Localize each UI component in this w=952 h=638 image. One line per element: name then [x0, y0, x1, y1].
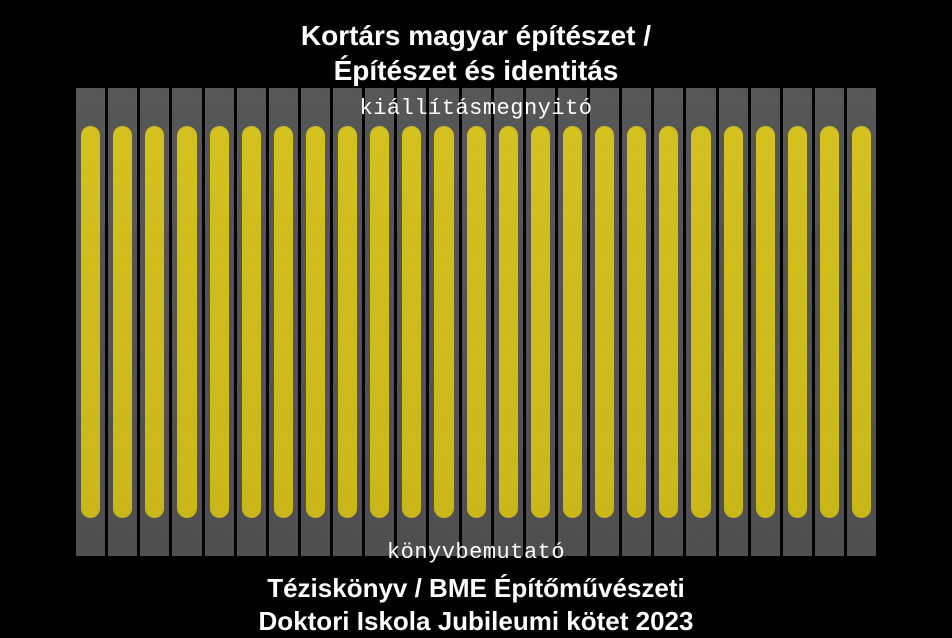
- book-spine: [751, 88, 780, 556]
- title-top: Kortárs magyar építészet / Építészet és …: [0, 18, 952, 88]
- book-spine: [205, 88, 234, 556]
- title-bottom-line2: Doktori Iskola Jubileumi kötet 2023: [259, 606, 694, 636]
- title-bottom-line1: Téziskönyv / BME Építőművészeti: [267, 573, 685, 603]
- book-spine: [815, 88, 844, 556]
- book-spine: [237, 88, 266, 556]
- book-spine: [397, 88, 426, 556]
- book-spine: [558, 88, 587, 556]
- book-spine: [108, 88, 137, 556]
- book-spine: [76, 88, 105, 556]
- subtitle-top: kiállításmegnyitó: [0, 96, 952, 121]
- book-spine: [140, 88, 169, 556]
- book-spine: [462, 88, 491, 556]
- book-spine: [429, 88, 458, 556]
- subtitle-bottom: könyvbemutató: [0, 540, 952, 565]
- book-spine: [172, 88, 201, 556]
- book-spine: [783, 88, 812, 556]
- book-spine: [365, 88, 394, 556]
- book-spine: [654, 88, 683, 556]
- title-bottom: Téziskönyv / BME Építőművészeti Doktori …: [0, 572, 952, 637]
- title-top-line2: Építészet és identitás: [334, 55, 619, 86]
- book-spine: [333, 88, 362, 556]
- book-spines-row: [76, 88, 876, 556]
- title-top-line1: Kortárs magyar építészet /: [301, 20, 651, 51]
- book-spine: [590, 88, 619, 556]
- book-spine: [494, 88, 523, 556]
- book-spine: [269, 88, 298, 556]
- book-spine: [686, 88, 715, 556]
- book-spine: [526, 88, 555, 556]
- book-spine: [847, 88, 876, 556]
- book-spine: [301, 88, 330, 556]
- book-spine: [719, 88, 748, 556]
- book-spine: [622, 88, 651, 556]
